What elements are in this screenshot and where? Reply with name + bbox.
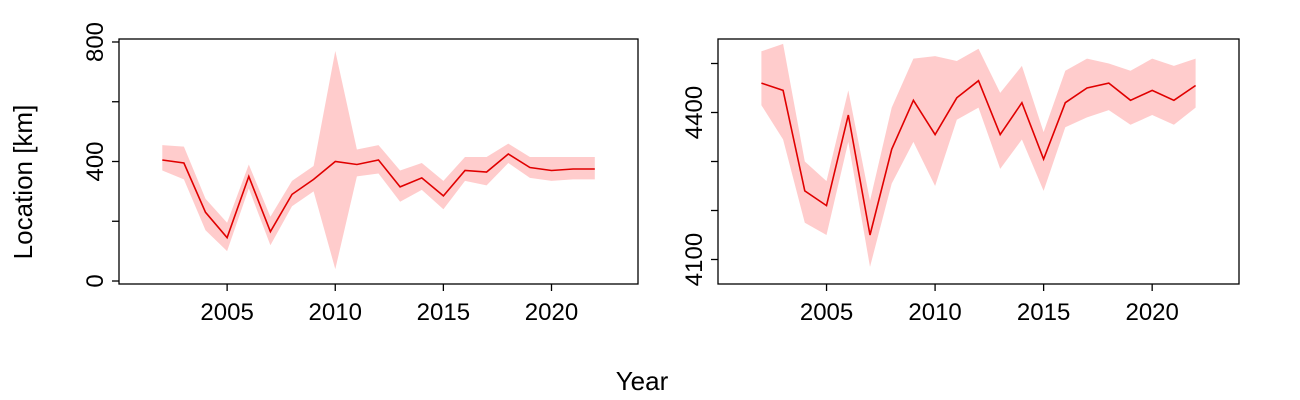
y-tick-label: 800 — [82, 22, 109, 62]
y-tick-label: 4400 — [681, 86, 708, 139]
series-line-1 — [162, 153, 595, 240]
plot-panel-1: 2005 2010 2015 2020 0 400 800 — [82, 22, 639, 326]
x-tick-label: 2020 — [1125, 299, 1178, 326]
x-tick-label: 2005 — [200, 299, 253, 326]
x-axis-title: Year — [616, 366, 669, 396]
x-tick-label: 2010 — [908, 299, 961, 326]
plot-panel-2: 2005 2010 2015 2020 4100 4400 — [681, 38, 1240, 326]
y-tick-label: 0 — [82, 274, 109, 287]
series-line-2 — [761, 79, 1197, 236]
x-tick-label: 2010 — [309, 299, 362, 326]
x-tick-label: 2015 — [1017, 299, 1070, 326]
x-tick-label: 2015 — [417, 299, 470, 326]
confidence-band-2 — [761, 43, 1196, 267]
x-tick-label: 2020 — [525, 299, 578, 326]
y-tick-label: 400 — [82, 141, 109, 181]
y-axis-title: Location [km] — [8, 105, 38, 260]
x-tick-label: 2005 — [800, 299, 853, 326]
y-tick-label: 4100 — [681, 233, 708, 286]
plots-group: 2005 2010 2015 2020 0 400 800 2005 2010 2015 2020 4… — [82, 22, 1240, 326]
